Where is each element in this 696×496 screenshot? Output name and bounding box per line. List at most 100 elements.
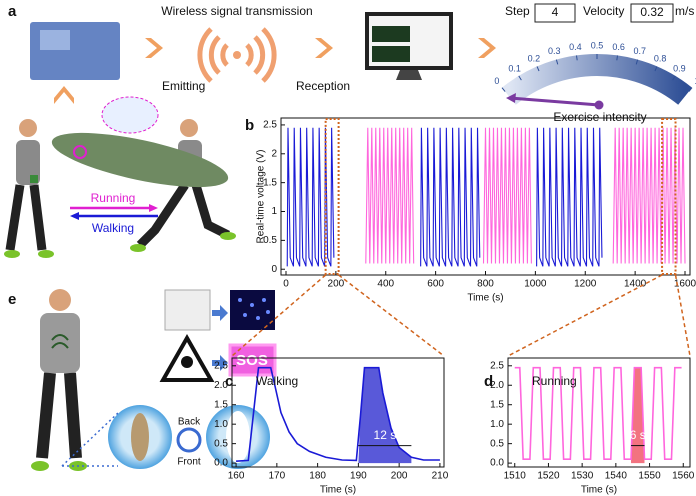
gauge-tick-label: 0.6: [612, 42, 625, 52]
insole-core: [131, 413, 149, 461]
gauge-tick: [672, 75, 676, 81]
y-tick-label: 2.5: [263, 120, 277, 131]
gauge-tick: [536, 66, 540, 72]
highlight-area: [358, 367, 412, 464]
y-tick-label: 1: [271, 206, 277, 217]
y-tick-label: 0.5: [490, 438, 504, 449]
x-tick-label: 0: [283, 279, 289, 290]
y-tick-label: 1.0: [490, 419, 504, 430]
insole: [51, 132, 229, 188]
arrow: [212, 355, 228, 371]
y-tick-label: 1.0: [214, 419, 228, 430]
circuit-image: [164, 289, 211, 331]
x-tick-label: 160: [228, 471, 245, 482]
x-axis-label: Time (s): [467, 293, 503, 304]
x-tick-label: 800: [477, 279, 494, 290]
step-box: [534, 3, 576, 23]
gauge-tick: [635, 59, 639, 65]
wifi-icon: [197, 27, 277, 83]
gauge-tick: [654, 66, 658, 72]
arrow: [212, 305, 228, 321]
swap-icon: [176, 427, 202, 453]
x-tick-label: 1600: [674, 279, 696, 290]
zoom-connector: [507, 274, 691, 357]
y-axis-label: Real-time voltage (V): [256, 150, 267, 244]
x-tick-label: 1540: [605, 471, 628, 482]
gauge-tick-label: 0.5: [591, 40, 604, 50]
gauge-tick: [688, 87, 693, 92]
gauge-tick: [616, 55, 618, 61]
panel-label: d: [484, 373, 493, 390]
screen-plot: [372, 46, 410, 62]
y-tick-label: 0.0: [490, 458, 504, 469]
x-tick-label: 200: [328, 279, 345, 290]
gauge-tick-label: 0: [494, 76, 499, 86]
x-tick-label: 1400: [624, 279, 647, 290]
x-tick-label: 200: [391, 471, 408, 482]
plot-frame: [231, 357, 445, 468]
gauge-tick-label: 0.2: [528, 53, 541, 63]
x-tick-label: 1510: [504, 471, 527, 482]
arrow-head: [149, 204, 158, 212]
walking-label: Walking: [92, 221, 134, 235]
y-tick-label: 2.0: [214, 380, 228, 391]
gauge-tick-label: 0.3: [548, 46, 561, 56]
plot-frame: [507, 357, 691, 468]
y-tick-label: 2.0: [490, 380, 504, 391]
velocity-box: [630, 3, 674, 23]
y-tick-label: 0.0: [214, 458, 228, 469]
walker: [4, 119, 54, 258]
monitor-stand: [396, 70, 422, 80]
velocity-label: Velocity: [583, 4, 624, 18]
x-tick-label: 1530: [571, 471, 594, 482]
zoom-bubble: [101, 96, 159, 134]
x-tick-label: 1000: [524, 279, 547, 290]
person: [31, 289, 87, 471]
y-tick-label: 0: [271, 264, 277, 275]
gauge-tick: [576, 55, 578, 61]
emitting-label: Emitting: [162, 79, 205, 93]
gauge-needle: [509, 96, 600, 107]
x-tick-label: 210: [432, 471, 449, 482]
panel-label: a: [8, 3, 17, 20]
gauge-arc: [501, 54, 693, 105]
span-label: 6 s: [630, 428, 646, 442]
running-label: Running: [91, 191, 136, 205]
y-tick-label: 1.5: [490, 399, 504, 410]
skull: [181, 356, 193, 368]
x-tick-label: 190: [350, 471, 367, 482]
velocity-unit: m/s: [675, 4, 694, 18]
x-axis-label: Time (s): [320, 485, 356, 496]
panel-label: e: [8, 291, 16, 308]
panel-label: b: [245, 117, 254, 134]
needle-pivot: [594, 100, 604, 110]
data-line: [236, 366, 440, 462]
leds: [238, 298, 270, 320]
span-label: 12 s: [374, 428, 397, 442]
x-tick-label: 1550: [638, 471, 661, 482]
gauge-tick: [518, 75, 522, 81]
x-tick-label: 400: [377, 279, 394, 290]
needle-head: [506, 93, 516, 103]
panel-title: Running: [532, 374, 577, 388]
y-tick-label: 1.5: [214, 399, 228, 410]
step-value: 4: [552, 5, 559, 19]
gauge-tick-label: 1: [695, 76, 696, 86]
gauge-tick: [501, 87, 506, 92]
y-tick-label: 0.5: [214, 438, 228, 449]
front-label: Front: [177, 457, 201, 468]
x-tick-label: 170: [269, 471, 286, 482]
reception-label: Reception: [296, 79, 350, 93]
arrow-head: [70, 212, 79, 220]
insole-core: [226, 411, 250, 463]
gauge-tick-label: 0.7: [634, 46, 647, 56]
x-tick-label: 180: [309, 471, 326, 482]
top-title: Wireless signal transmission: [161, 4, 312, 18]
y-tick-label: 2.5: [490, 360, 504, 371]
y-tick-label: 0.5: [263, 235, 277, 246]
data-line: [286, 127, 603, 267]
gauge-label: Exercise intensity: [553, 110, 646, 124]
zoom-connector: [231, 274, 445, 357]
panel-label: c: [225, 373, 233, 390]
